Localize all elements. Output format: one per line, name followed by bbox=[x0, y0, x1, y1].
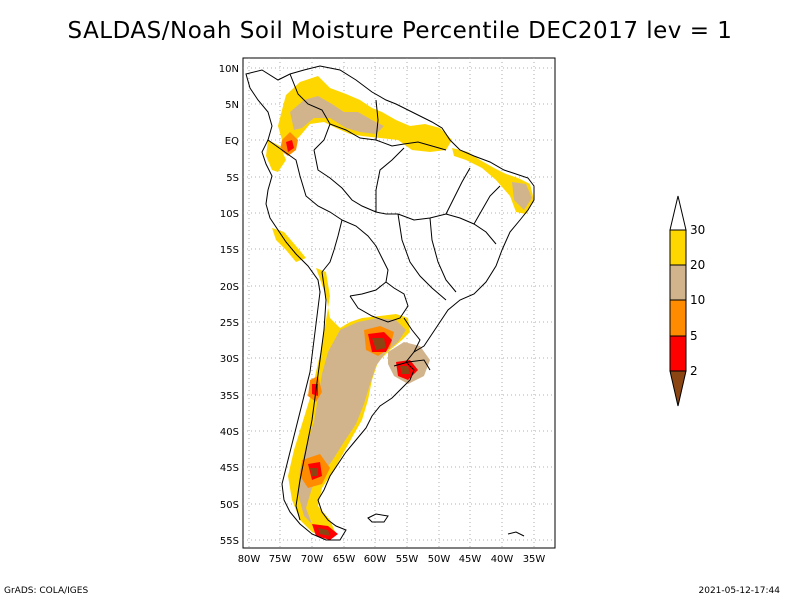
colorbar-bottom-triangle bbox=[669, 370, 687, 407]
lat-label: 10S bbox=[220, 209, 239, 220]
shade-north-red bbox=[286, 140, 294, 152]
lat-label: 30S bbox=[220, 354, 239, 365]
footer-timestamp: 2021-05-12-17:44 bbox=[698, 586, 781, 596]
continent-outline bbox=[245, 65, 535, 541]
lon-label: 50W bbox=[428, 554, 451, 565]
shade-south-tan bbox=[298, 318, 406, 524]
colorbar-labels: 30 20 10 5 2 bbox=[690, 223, 705, 378]
lon-label: 65W bbox=[333, 554, 356, 565]
colorbar-label: 5 bbox=[690, 329, 698, 343]
shade-north-tan bbox=[290, 96, 384, 134]
border-bolivia-brazil bbox=[341, 219, 389, 297]
lat-label: 25S bbox=[220, 318, 239, 329]
shade-ne-yellow bbox=[452, 148, 534, 214]
colorbar-label: 2 bbox=[690, 364, 698, 378]
border-paraguay bbox=[349, 281, 409, 323]
shade-south-brown-1 bbox=[372, 338, 386, 350]
percentile-shading bbox=[266, 76, 534, 540]
shade-tip-brown bbox=[318, 528, 330, 536]
shade-ne-tan bbox=[512, 182, 532, 210]
border-ecuador-peru bbox=[267, 139, 343, 221]
lon-label: 70W bbox=[301, 554, 324, 565]
lat-label: 40S bbox=[220, 427, 239, 438]
border-argentina-brazil bbox=[403, 317, 421, 353]
border-peru-bolivia bbox=[321, 219, 343, 273]
lat-label: 20S bbox=[220, 282, 239, 293]
colorbar-top-triangle bbox=[669, 195, 687, 231]
lat-label: 55S bbox=[220, 536, 239, 547]
border-guyana bbox=[375, 99, 447, 151]
shade-west-yellow bbox=[266, 140, 286, 172]
footer-credit: GrADS: COLA/IGES bbox=[4, 586, 89, 596]
colorbar-box-5-10 bbox=[669, 299, 687, 337]
lat-axis: 10N 5N EQ 5S 10S 15S 20S 25S 30S 35S 40S… bbox=[219, 64, 239, 547]
colorbar bbox=[669, 195, 687, 407]
lat-label: 15S bbox=[220, 245, 239, 256]
border-uruguay bbox=[393, 359, 431, 371]
south-georgia bbox=[507, 531, 525, 537]
colorbar-label: 20 bbox=[690, 258, 705, 272]
lat-label: 5N bbox=[225, 100, 239, 111]
shade-pat-brown bbox=[310, 468, 318, 476]
lon-label: 80W bbox=[238, 554, 261, 565]
lon-label: 45W bbox=[459, 554, 482, 565]
lat-label: 10N bbox=[219, 64, 239, 75]
falklands bbox=[367, 513, 389, 523]
border-brazil-states bbox=[375, 147, 501, 301]
colorbar-box-20-30 bbox=[669, 229, 687, 266]
map-gridlines bbox=[243, 58, 555, 548]
border-colombia-venezuela bbox=[289, 73, 331, 151]
lon-axis: 80W 75W 70W 65W 60W 55W 50W 45W 40W 35W bbox=[238, 554, 546, 565]
lat-label: EQ bbox=[225, 136, 239, 147]
lat-label: 50S bbox=[220, 500, 239, 511]
border-chile-argentina bbox=[295, 271, 327, 521]
lon-label: 40W bbox=[491, 554, 514, 565]
lon-label: 75W bbox=[269, 554, 292, 565]
lat-label: 35S bbox=[220, 391, 239, 402]
colorbar-label: 10 bbox=[690, 293, 705, 307]
lon-label: 55W bbox=[396, 554, 419, 565]
lat-label: 45S bbox=[220, 463, 239, 474]
border-venezuela-brazil bbox=[329, 123, 377, 141]
colorbar-box-10-20 bbox=[669, 264, 687, 301]
coastlines bbox=[245, 65, 535, 541]
shade-uruguay-brown bbox=[400, 366, 410, 374]
lon-label: 60W bbox=[364, 554, 387, 565]
lon-label: 35W bbox=[523, 554, 546, 565]
colorbar-label: 30 bbox=[690, 223, 705, 237]
border-brazil-west bbox=[313, 149, 398, 215]
colorbar-box-2-5 bbox=[669, 335, 687, 372]
lat-label: 5S bbox=[226, 173, 239, 184]
page-title: SALDAS/Noah Soil Moisture Percentile DEC… bbox=[67, 18, 733, 44]
